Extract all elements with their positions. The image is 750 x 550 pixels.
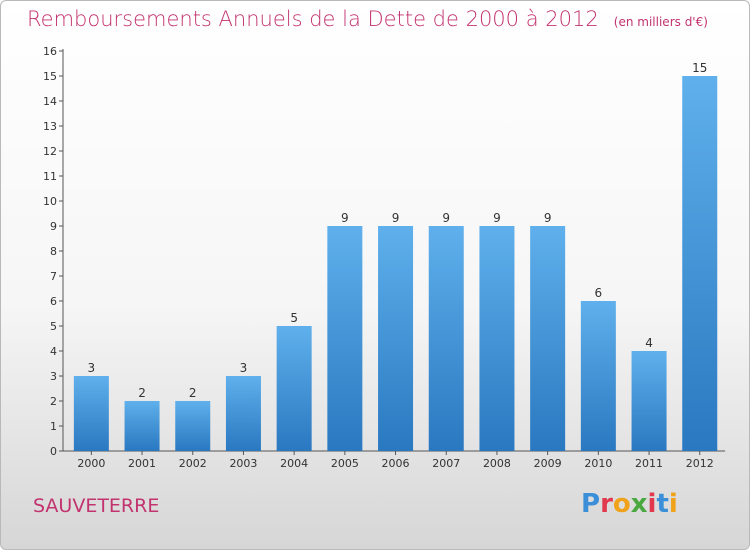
bar <box>682 76 718 451</box>
logo-letter: P <box>581 489 601 519</box>
x-tick-label: 2000 <box>77 457 105 470</box>
y-tick-label: 9 <box>50 220 57 233</box>
x-tick-label: 2003 <box>229 457 257 470</box>
y-tick-label: 10 <box>43 195 57 208</box>
data-label: 5 <box>290 311 298 325</box>
data-label: 9 <box>544 211 552 225</box>
logo-letter: r <box>600 489 613 519</box>
x-tick-label: 2004 <box>280 457 308 470</box>
bar <box>175 401 211 451</box>
data-label: 9 <box>442 211 450 225</box>
x-tick-label: 2001 <box>128 457 156 470</box>
title-main: Remboursements Annuels de la Dette de 20… <box>27 7 599 31</box>
data-label: 9 <box>392 211 400 225</box>
data-label: 3 <box>240 361 248 375</box>
y-tick-label: 1 <box>50 420 57 433</box>
logo-letter: x <box>630 489 648 519</box>
y-tick-label: 3 <box>50 370 57 383</box>
data-label: 4 <box>645 336 653 350</box>
y-tick-label: 12 <box>43 145 57 158</box>
y-tick-label: 14 <box>43 95 57 108</box>
data-label: 15 <box>692 61 707 75</box>
data-label: 9 <box>493 211 501 225</box>
y-tick-label: 8 <box>50 245 57 258</box>
x-tick-label: 2002 <box>179 457 207 470</box>
x-tick-label: 2006 <box>382 457 410 470</box>
bar <box>631 351 667 451</box>
chart-title: Remboursements Annuels de la Dette de 20… <box>27 7 708 31</box>
y-tick-label: 16 <box>43 45 57 58</box>
y-tick-label: 13 <box>43 120 57 133</box>
title-unit: (en milliers d'€) <box>613 15 708 29</box>
logo-letter: o <box>612 489 631 519</box>
bar <box>124 401 160 451</box>
y-tick-label: 0 <box>50 445 57 458</box>
x-tick-label: 2009 <box>534 457 562 470</box>
y-tick-label: 5 <box>50 320 57 333</box>
y-tick-label: 6 <box>50 295 57 308</box>
logo-letter: t <box>656 489 669 519</box>
bar <box>378 226 414 451</box>
x-tick-label: 2011 <box>635 457 663 470</box>
bar <box>580 301 616 451</box>
bar <box>428 226 464 451</box>
data-label: 9 <box>341 211 349 225</box>
x-tick-label: 2012 <box>686 457 714 470</box>
y-tick-label: 2 <box>50 395 57 408</box>
logo-letter: i <box>647 489 657 519</box>
data-label: 6 <box>595 286 603 300</box>
bar <box>225 376 261 451</box>
x-tick-label: 2005 <box>331 457 359 470</box>
logo-letter: i <box>668 489 678 519</box>
y-tick-label: 11 <box>43 170 57 183</box>
y-tick-label: 4 <box>50 345 57 358</box>
x-tick-label: 2007 <box>432 457 460 470</box>
bar <box>276 326 312 451</box>
bar <box>530 226 566 451</box>
proxiti-logo: Proxiti <box>581 489 678 519</box>
data-label: 2 <box>189 386 197 400</box>
x-tick-label: 2010 <box>584 457 612 470</box>
data-label: 2 <box>138 386 146 400</box>
y-tick-label: 7 <box>50 270 57 283</box>
y-tick-label: 15 <box>43 70 57 83</box>
bar <box>73 376 109 451</box>
bar <box>479 226 515 451</box>
commune-name: SAUVETERRE <box>33 495 160 517</box>
data-label: 3 <box>88 361 96 375</box>
bar <box>327 226 363 451</box>
x-tick-label: 2008 <box>483 457 511 470</box>
